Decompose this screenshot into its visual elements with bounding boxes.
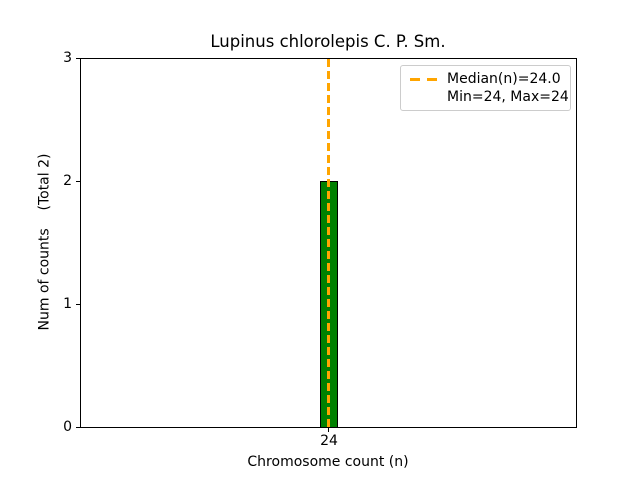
y-tick-mark [76,304,80,305]
y-tick-mark [76,181,80,182]
y-tick-label-1: 1 [63,296,72,312]
y-tick-label-2: 2 [63,173,72,189]
x-axis-label: Chromosome count (n) [247,454,409,470]
y-tick-label-3: 3 [63,50,72,66]
y-tick-label-0: 0 [63,419,72,435]
legend-empty-swatch [410,96,437,99]
legend-minmax-label: Min=24, Max=24 [447,89,569,105]
legend-row-minmax: Min=24, Max=24 [410,88,569,106]
x-tick-mark [328,428,329,432]
median-dashed-line [327,59,330,427]
x-tick-label-24: 24 [320,433,338,449]
chart-title: Lupinus chlorolepis C. P. Sm. [210,32,446,51]
y-tick-mark [76,427,80,428]
y-tick-mark [76,58,80,59]
y-axis-label: Num of counts (Total 2) [36,153,53,331]
median-line-swatch-icon [410,77,437,81]
legend-row-median: Median(n)=24.0 [410,70,563,88]
legend-median-label: Median(n)=24.0 [447,71,561,87]
legend: Median(n)=24.0 Min=24, Max=24 [400,65,571,111]
plot-area [80,58,577,428]
